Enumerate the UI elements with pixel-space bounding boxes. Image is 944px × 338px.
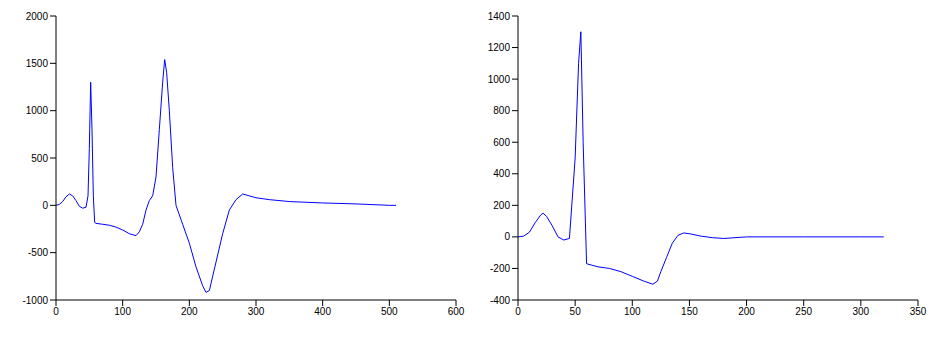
- svg-text:0: 0: [515, 306, 521, 317]
- svg-text:600: 600: [493, 137, 510, 148]
- svg-text:100: 100: [624, 306, 641, 317]
- svg-text:300: 300: [853, 306, 870, 317]
- svg-text:2000: 2000: [26, 11, 49, 22]
- svg-text:800: 800: [493, 105, 510, 116]
- svg-text:250: 250: [795, 306, 812, 317]
- svg-text:400: 400: [314, 306, 331, 317]
- svg-text:50: 50: [570, 306, 582, 317]
- svg-text:400: 400: [493, 168, 510, 179]
- svg-text:0: 0: [53, 306, 59, 317]
- svg-text:1000: 1000: [26, 105, 49, 116]
- svg-text:1200: 1200: [488, 42, 511, 53]
- svg-text:500: 500: [381, 306, 398, 317]
- svg-text:-500: -500: [28, 247, 48, 258]
- svg-text:0: 0: [42, 200, 48, 211]
- svg-text:-400: -400: [490, 295, 510, 306]
- svg-text:1000: 1000: [488, 74, 511, 85]
- svg-text:350: 350: [910, 306, 927, 317]
- svg-text:1500: 1500: [26, 58, 49, 69]
- svg-text:500: 500: [31, 153, 48, 164]
- svg-text:100: 100: [114, 306, 131, 317]
- svg-text:150: 150: [681, 306, 698, 317]
- svg-text:200: 200: [181, 306, 198, 317]
- svg-text:200: 200: [738, 306, 755, 317]
- svg-text:300: 300: [248, 306, 265, 317]
- svg-text:600: 600: [448, 306, 465, 317]
- svg-text:-1000: -1000: [22, 295, 48, 306]
- svg-text:0: 0: [504, 231, 510, 242]
- svg-text:1400: 1400: [488, 11, 511, 22]
- svg-text:200: 200: [493, 200, 510, 211]
- svg-text:-200: -200: [490, 263, 510, 274]
